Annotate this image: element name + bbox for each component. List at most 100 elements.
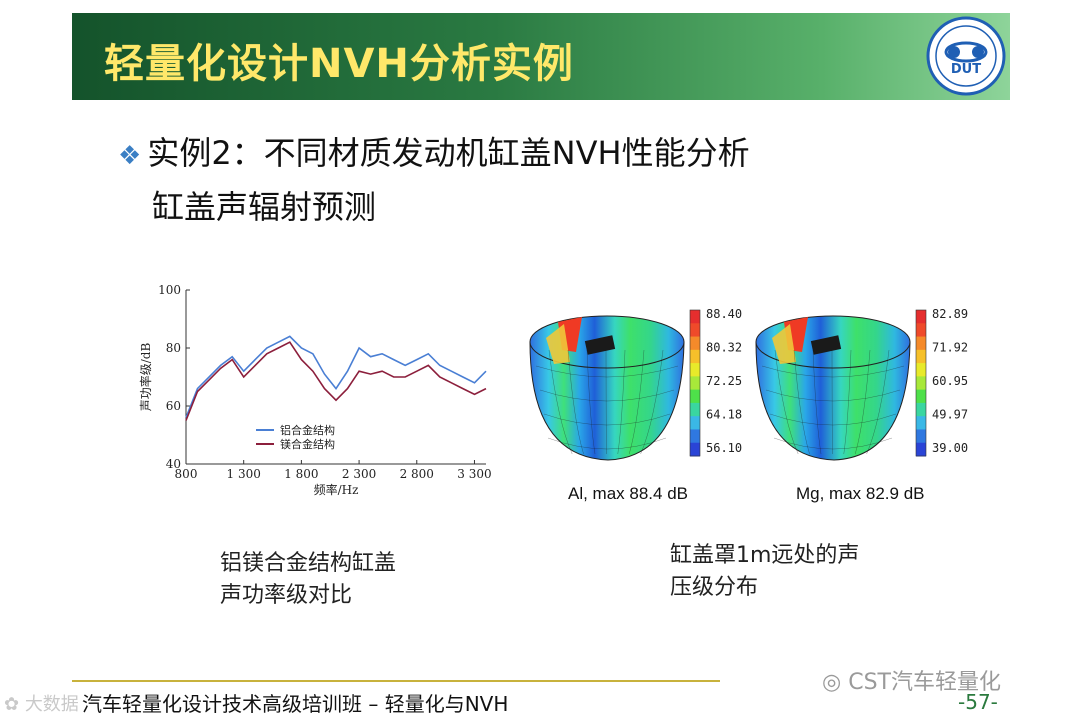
scale-label-3: 64.18 (706, 408, 742, 422)
left-note: 铝镁合金结构缸盖 声功率级对比 (220, 548, 396, 612)
mesh-line (539, 389, 675, 402)
x-axis-label: 频率/Hz (314, 482, 359, 497)
scale-band (916, 323, 926, 338)
right-note-line-1: 缸盖罩1m远处的声 (670, 543, 860, 568)
mesh-line (547, 437, 667, 450)
scale-label-1: 80.32 (706, 341, 742, 355)
mesh-line (617, 349, 626, 455)
mesh-line (774, 349, 799, 455)
right-note-line-2: 压级分布 (670, 575, 759, 600)
left-note-line-2: 声功率级对比 (220, 583, 353, 608)
watermark-left: ✿ 大数据 (4, 690, 79, 716)
scale-band (916, 416, 926, 430)
section-subtitle: 缸盖声辐射预测 (152, 188, 377, 226)
mesh-line (567, 349, 584, 455)
footer-divider (72, 680, 720, 682)
left-note-line-1: 铝镁合金结构缸盖 (220, 551, 397, 576)
scale-band (690, 416, 700, 430)
watermark-left-text: 大数据 (24, 694, 79, 715)
scale-band (690, 336, 700, 351)
y-tick-label: 100 (158, 283, 181, 297)
university-logo: DUT (926, 16, 1006, 96)
hotspot-yellow (772, 324, 796, 364)
legend-label-0: 铝合金结构 (280, 423, 335, 437)
scale-band (916, 389, 926, 404)
al-caption: Al, max 88.4 dB (568, 484, 689, 503)
bullet-item: ❖ 实例2：不同材质发动机缸盖NVH性能分析 (118, 128, 750, 174)
scale-band (690, 310, 700, 324)
x-tick-label: 1 300 (227, 467, 261, 481)
scale-label-4: 56.10 (706, 441, 742, 455)
watermark-right-text: CST汽车轻量化 (848, 670, 1001, 695)
scale-band (690, 349, 700, 364)
scale-frame (915, 309, 927, 457)
logo-text: DUT (951, 62, 981, 77)
scale-band (690, 402, 700, 417)
scale-label-4: 39.00 (932, 441, 968, 455)
mesh-line (793, 349, 810, 455)
scale-band (916, 363, 926, 377)
mesh-line (855, 349, 871, 455)
x-tick-label: 3 300 (457, 467, 491, 481)
y-tick-label: 40 (166, 457, 181, 471)
x-tick-label: 800 (175, 467, 198, 481)
mg-heatmap: 82.89 71.92 60.95 49.97 39.00 (755, 307, 968, 461)
bullet-text: 实例2：不同材质发动机缸盖NVH性能分析 (147, 134, 750, 172)
mesh-line (765, 389, 901, 402)
scale-band (916, 429, 926, 444)
mesh-line (866, 349, 890, 455)
sensor-block (810, 335, 842, 355)
scale-label-0: 82.89 (932, 307, 968, 321)
sound-power-chart: 40 60 80 100 800 1 300 1 800 2 300 2 800 3 300 频率/… (138, 283, 492, 497)
watermark-right: ◎ CST汽车轻量化 (822, 664, 1001, 696)
mesh-line (812, 349, 822, 455)
scale-band (916, 349, 926, 364)
title-banner: 轻量化设计NVH分析实例 (72, 13, 1010, 100)
footer-text: 汽车轻量化设计技术高级培训班 – 轻量化与NVH (82, 692, 509, 716)
scale-band (690, 389, 700, 404)
scale-band (690, 363, 700, 377)
scale-label-2: 60.95 (932, 374, 968, 388)
scale-band (916, 376, 926, 391)
x-tick-label: 2 300 (342, 467, 376, 481)
mesh-line (761, 365, 905, 378)
mesh-line (548, 349, 573, 455)
scale-band (690, 442, 700, 457)
al-heatmap: 88.40 80.32 72.25 64.18 56.10 (529, 307, 742, 461)
scale-band (916, 336, 926, 351)
scale-label-2: 72.25 (706, 374, 742, 388)
scale-band (916, 310, 926, 324)
mesh-line (629, 349, 645, 455)
scale-label-1: 71.92 (932, 341, 968, 355)
y-tick-label: 80 (166, 341, 181, 355)
hotspot-yellow (546, 324, 570, 364)
scale-label-0: 88.40 (706, 307, 742, 321)
mesh-line (640, 349, 664, 455)
y-tick-label: 60 (166, 399, 181, 413)
mesh-line (543, 413, 671, 426)
mesh-line (535, 365, 679, 378)
right-note: 缸盖罩1m远处的声 压级分布 (670, 540, 859, 604)
mesh-line (769, 413, 897, 426)
mesh-line (773, 437, 893, 450)
sensor-block (584, 335, 616, 355)
x-tick-label: 1 800 (284, 467, 318, 481)
scale-band (690, 323, 700, 338)
scale-band (916, 442, 926, 457)
scale-band (916, 402, 926, 417)
watermark-logo-icon: ✿ (4, 694, 25, 715)
wechat-icon: ◎ (822, 670, 849, 695)
page-number: -57- (958, 690, 998, 714)
series-line-0 (185, 335, 487, 418)
page-title: 轻量化设计NVH分析实例 (104, 41, 574, 87)
series-line-1 (185, 341, 487, 421)
scale-frame (689, 309, 701, 457)
y-axis-label: 声功率级/dB (138, 343, 153, 412)
mesh-line (586, 349, 596, 455)
x-tick-label: 2 800 (400, 467, 434, 481)
diamond-bullet-icon: ❖ (118, 141, 142, 171)
mg-caption: Mg, max 82.9 dB (796, 484, 925, 503)
mesh-line (843, 349, 852, 455)
scale-band (690, 429, 700, 444)
scale-label-3: 49.97 (932, 408, 968, 422)
